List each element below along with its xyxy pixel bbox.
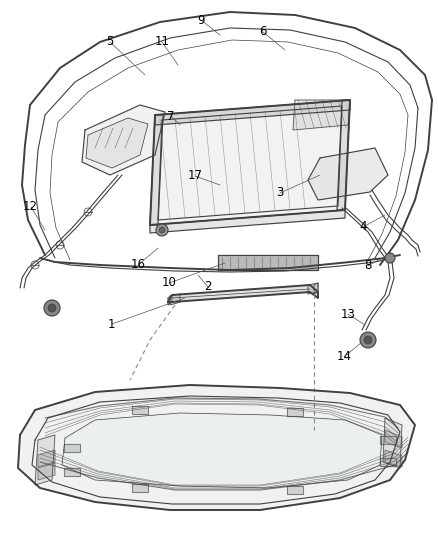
Polygon shape — [35, 435, 55, 485]
Polygon shape — [150, 100, 350, 225]
Text: 6: 6 — [259, 26, 267, 38]
Polygon shape — [385, 430, 402, 448]
Polygon shape — [132, 406, 148, 414]
Text: 7: 7 — [167, 110, 175, 123]
Text: 3: 3 — [277, 187, 284, 199]
Polygon shape — [380, 436, 396, 444]
Polygon shape — [64, 468, 80, 476]
Polygon shape — [308, 283, 318, 294]
Text: 12: 12 — [23, 200, 38, 213]
Text: 1: 1 — [108, 318, 116, 330]
Text: 16: 16 — [131, 259, 145, 271]
Text: 4: 4 — [360, 220, 367, 233]
Text: 2: 2 — [204, 280, 212, 293]
Polygon shape — [218, 255, 318, 270]
Circle shape — [159, 227, 165, 233]
Text: 11: 11 — [155, 35, 170, 48]
Polygon shape — [168, 295, 172, 305]
Polygon shape — [64, 444, 80, 452]
Polygon shape — [150, 115, 163, 225]
Polygon shape — [287, 486, 303, 494]
Polygon shape — [86, 118, 148, 168]
Polygon shape — [383, 418, 402, 468]
Text: 5: 5 — [106, 35, 113, 48]
Polygon shape — [308, 148, 388, 200]
Polygon shape — [293, 100, 350, 130]
Polygon shape — [380, 458, 396, 466]
Polygon shape — [38, 450, 55, 467]
Circle shape — [44, 300, 60, 316]
Polygon shape — [170, 294, 180, 305]
Polygon shape — [82, 105, 165, 175]
Polygon shape — [38, 463, 55, 480]
Polygon shape — [18, 385, 415, 510]
Polygon shape — [385, 450, 402, 467]
Circle shape — [385, 253, 395, 263]
Circle shape — [360, 332, 376, 348]
Circle shape — [48, 304, 56, 312]
Text: 10: 10 — [161, 276, 176, 289]
Polygon shape — [62, 413, 382, 488]
Circle shape — [364, 336, 372, 344]
Polygon shape — [155, 100, 350, 125]
Text: 9: 9 — [198, 14, 205, 27]
Text: 13: 13 — [341, 308, 356, 321]
Text: 14: 14 — [336, 350, 351, 362]
Polygon shape — [314, 283, 318, 294]
Polygon shape — [168, 285, 318, 302]
Polygon shape — [132, 484, 148, 492]
Text: 8: 8 — [364, 259, 371, 272]
Polygon shape — [287, 408, 303, 416]
Circle shape — [156, 224, 168, 236]
Text: 17: 17 — [187, 169, 202, 182]
Polygon shape — [150, 210, 345, 233]
Polygon shape — [337, 100, 350, 210]
